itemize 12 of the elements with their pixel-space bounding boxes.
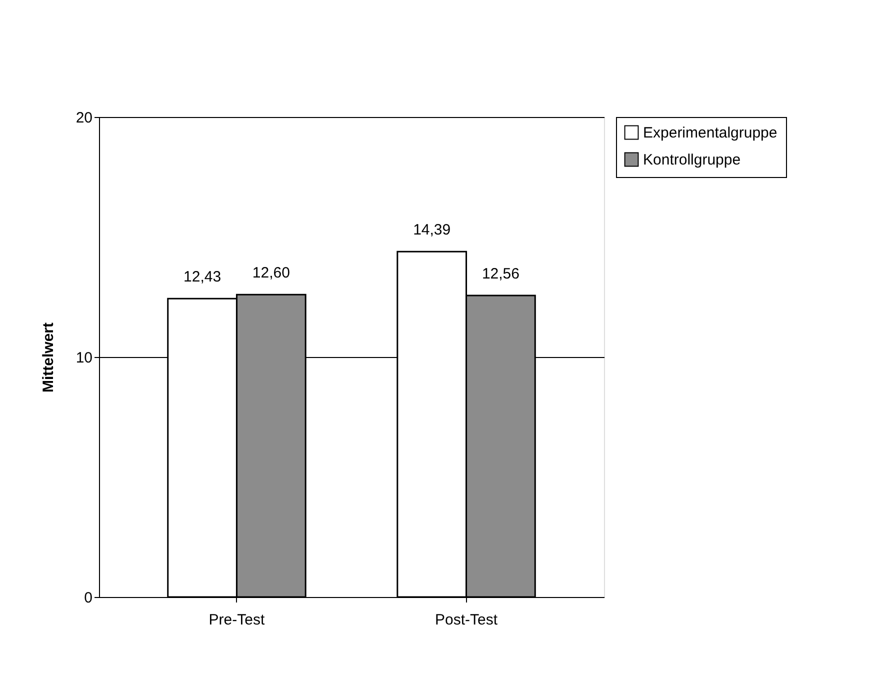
legend-label: Experimentalgruppe xyxy=(643,124,778,142)
data-label: 12,56 xyxy=(482,266,520,283)
data-label: 12,60 xyxy=(252,264,290,282)
legend-label: Kontrollgruppe xyxy=(643,152,741,168)
data-label: 14,39 xyxy=(413,222,451,239)
y-axis-title: Mittelwert xyxy=(40,322,57,393)
x-tick-label: Pre-Test xyxy=(208,612,266,628)
y-tick-label: 10 xyxy=(76,350,92,366)
data-label: 12,43 xyxy=(184,268,222,286)
y-tick-label: 20 xyxy=(76,110,92,126)
y-tick-label: 0 xyxy=(84,590,92,606)
x-tick-label: Post-Test xyxy=(435,612,498,628)
